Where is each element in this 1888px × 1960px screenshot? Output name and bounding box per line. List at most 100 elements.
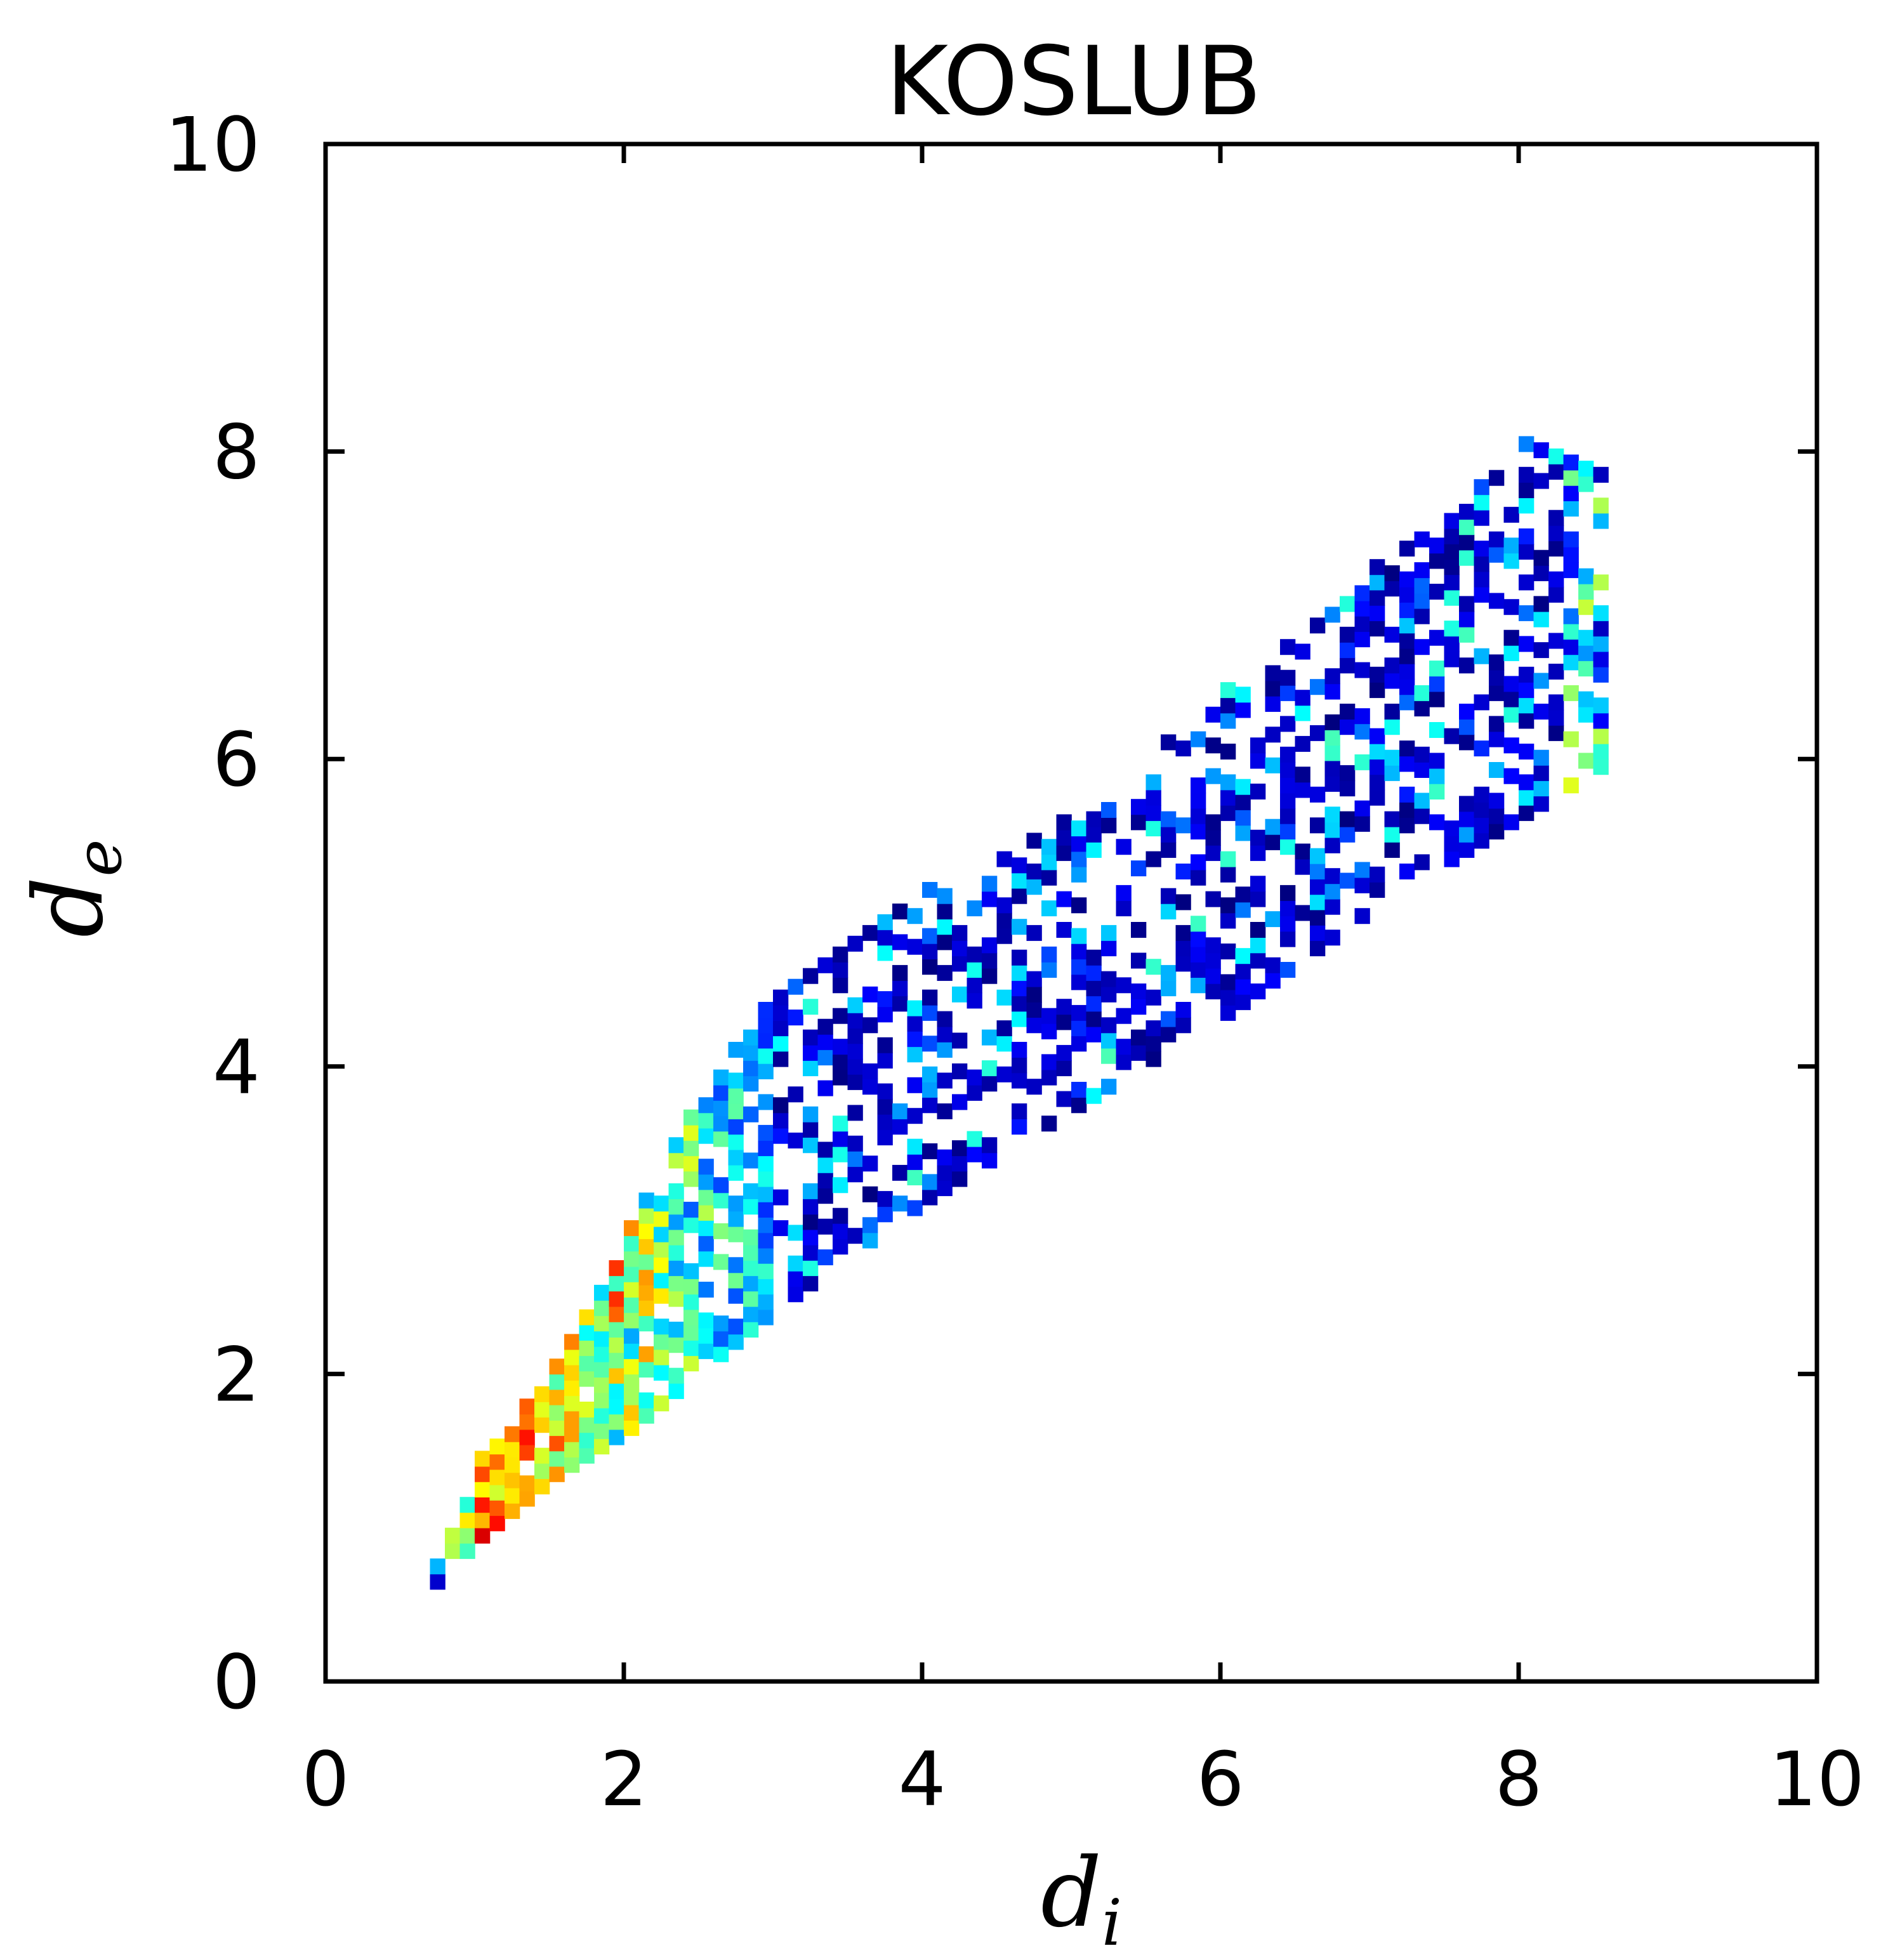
heatmap-cell [1340,780,1356,797]
heatmap-cell [743,1060,759,1077]
heatmap-cell [683,1340,699,1357]
heatmap-cell [922,1082,938,1098]
heatmap-cell [1101,1048,1117,1064]
heatmap-cell [1175,864,1191,879]
heatmap-cell [594,1331,610,1347]
heatmap-cell [1175,940,1191,957]
heatmap-cell [1071,974,1087,990]
heatmap-cell [1101,971,1117,987]
heatmap-cell [1310,848,1326,864]
heatmap-cell [1175,740,1191,757]
heatmap-cell [459,1527,475,1544]
heatmap-cell [1250,737,1266,754]
heatmap-cell [1340,719,1356,735]
heatmap-cell [728,1103,744,1119]
y-tick-label: 8 [213,409,260,496]
heatmap-cell [803,1199,819,1215]
heatmap-cell [638,1207,654,1224]
heatmap-cell [1429,676,1445,692]
x-tick-label: 10 [1769,1735,1865,1823]
heatmap-cell [743,1244,759,1261]
heatmap-cell [1235,779,1251,795]
heatmap-cell [1593,666,1609,683]
heatmap-cell [1191,977,1206,994]
heatmap-cell [758,1279,774,1295]
heatmap-cell [505,1487,520,1504]
heatmap-cell [728,1334,744,1350]
heatmap-cell [1250,784,1266,799]
x-axis-label-main: d [1041,1838,1102,1949]
heatmap-cell [1101,986,1117,1003]
heatmap-cell [1280,685,1296,701]
heatmap-cell [519,1429,535,1445]
heatmap-cell [1384,826,1400,843]
heatmap-cell [549,1450,565,1467]
heatmap-cell [1563,546,1579,563]
heatmap-cell [1384,765,1400,781]
heatmap-cell [937,888,953,904]
heatmap-cell [1235,794,1251,810]
heatmap-cell [1250,937,1266,954]
heatmap-cell [1235,810,1251,826]
heatmap-cell [638,1300,654,1317]
heatmap-cell [1384,565,1400,581]
heatmap-cell [1101,1017,1117,1034]
heatmap-cell [698,1189,714,1206]
heatmap-cell [1220,912,1236,929]
heatmap-cell [713,1192,729,1209]
heatmap-cell [1086,826,1102,843]
heatmap-cell [713,1254,729,1270]
y-tick-label: 2 [213,1331,260,1418]
heatmap-cell [892,980,908,997]
heatmap-cell [862,1063,878,1079]
heatmap-cell [833,1008,848,1024]
heatmap-cell [1175,894,1191,911]
heatmap-cell [788,1133,803,1148]
heatmap-cell [1041,946,1057,963]
heatmap-cell [1459,626,1475,643]
heatmap-cell [489,1454,505,1470]
heatmap-cell [1145,959,1161,975]
heatmap-cell [1503,676,1519,692]
heatmap-cell [1191,946,1206,963]
heatmap-cell [564,1380,580,1397]
heatmap-cell [1548,633,1564,649]
heatmap-cell [1235,702,1251,718]
heatmap-cell [654,1287,670,1304]
heatmap-cell [952,1140,968,1157]
heatmap-cell [1354,877,1370,893]
heatmap-cell [1086,1088,1102,1104]
heatmap-cell [1503,506,1519,523]
heatmap-cell [609,1398,624,1415]
heatmap-cell [967,946,982,963]
heatmap-cell [1175,817,1191,834]
heatmap-cell [549,1374,565,1390]
heatmap-cell [1354,815,1370,832]
heatmap-cell [1250,891,1266,907]
heatmap-cell [549,1404,565,1421]
heatmap-cell [1116,977,1132,994]
chart-title: KOSLUB [886,27,1262,137]
heatmap-cell [833,1223,848,1239]
heatmap-cell [505,1426,520,1442]
heatmap-cell [1548,664,1564,680]
heatmap-cell [877,991,893,1008]
heatmap-cell [982,1075,998,1092]
heatmap-cell [713,1331,729,1347]
heatmap-cell [1116,1054,1132,1070]
heatmap-cell [564,1334,580,1350]
heatmap-cell [1354,754,1370,770]
heatmap-cell [1310,924,1326,941]
heatmap-cell [1503,737,1519,754]
heatmap-cell [1295,766,1310,783]
heatmap-cell [1563,470,1579,486]
heatmap-cell [668,1322,684,1338]
heatmap-cell [1519,605,1535,621]
heatmap-cell [579,1417,595,1433]
heatmap-cell [937,1164,953,1181]
heatmap-cell [1489,716,1505,732]
heatmap-cell [1280,793,1296,809]
heatmap-cell [1145,989,1161,1006]
heatmap-cell [1489,654,1505,671]
